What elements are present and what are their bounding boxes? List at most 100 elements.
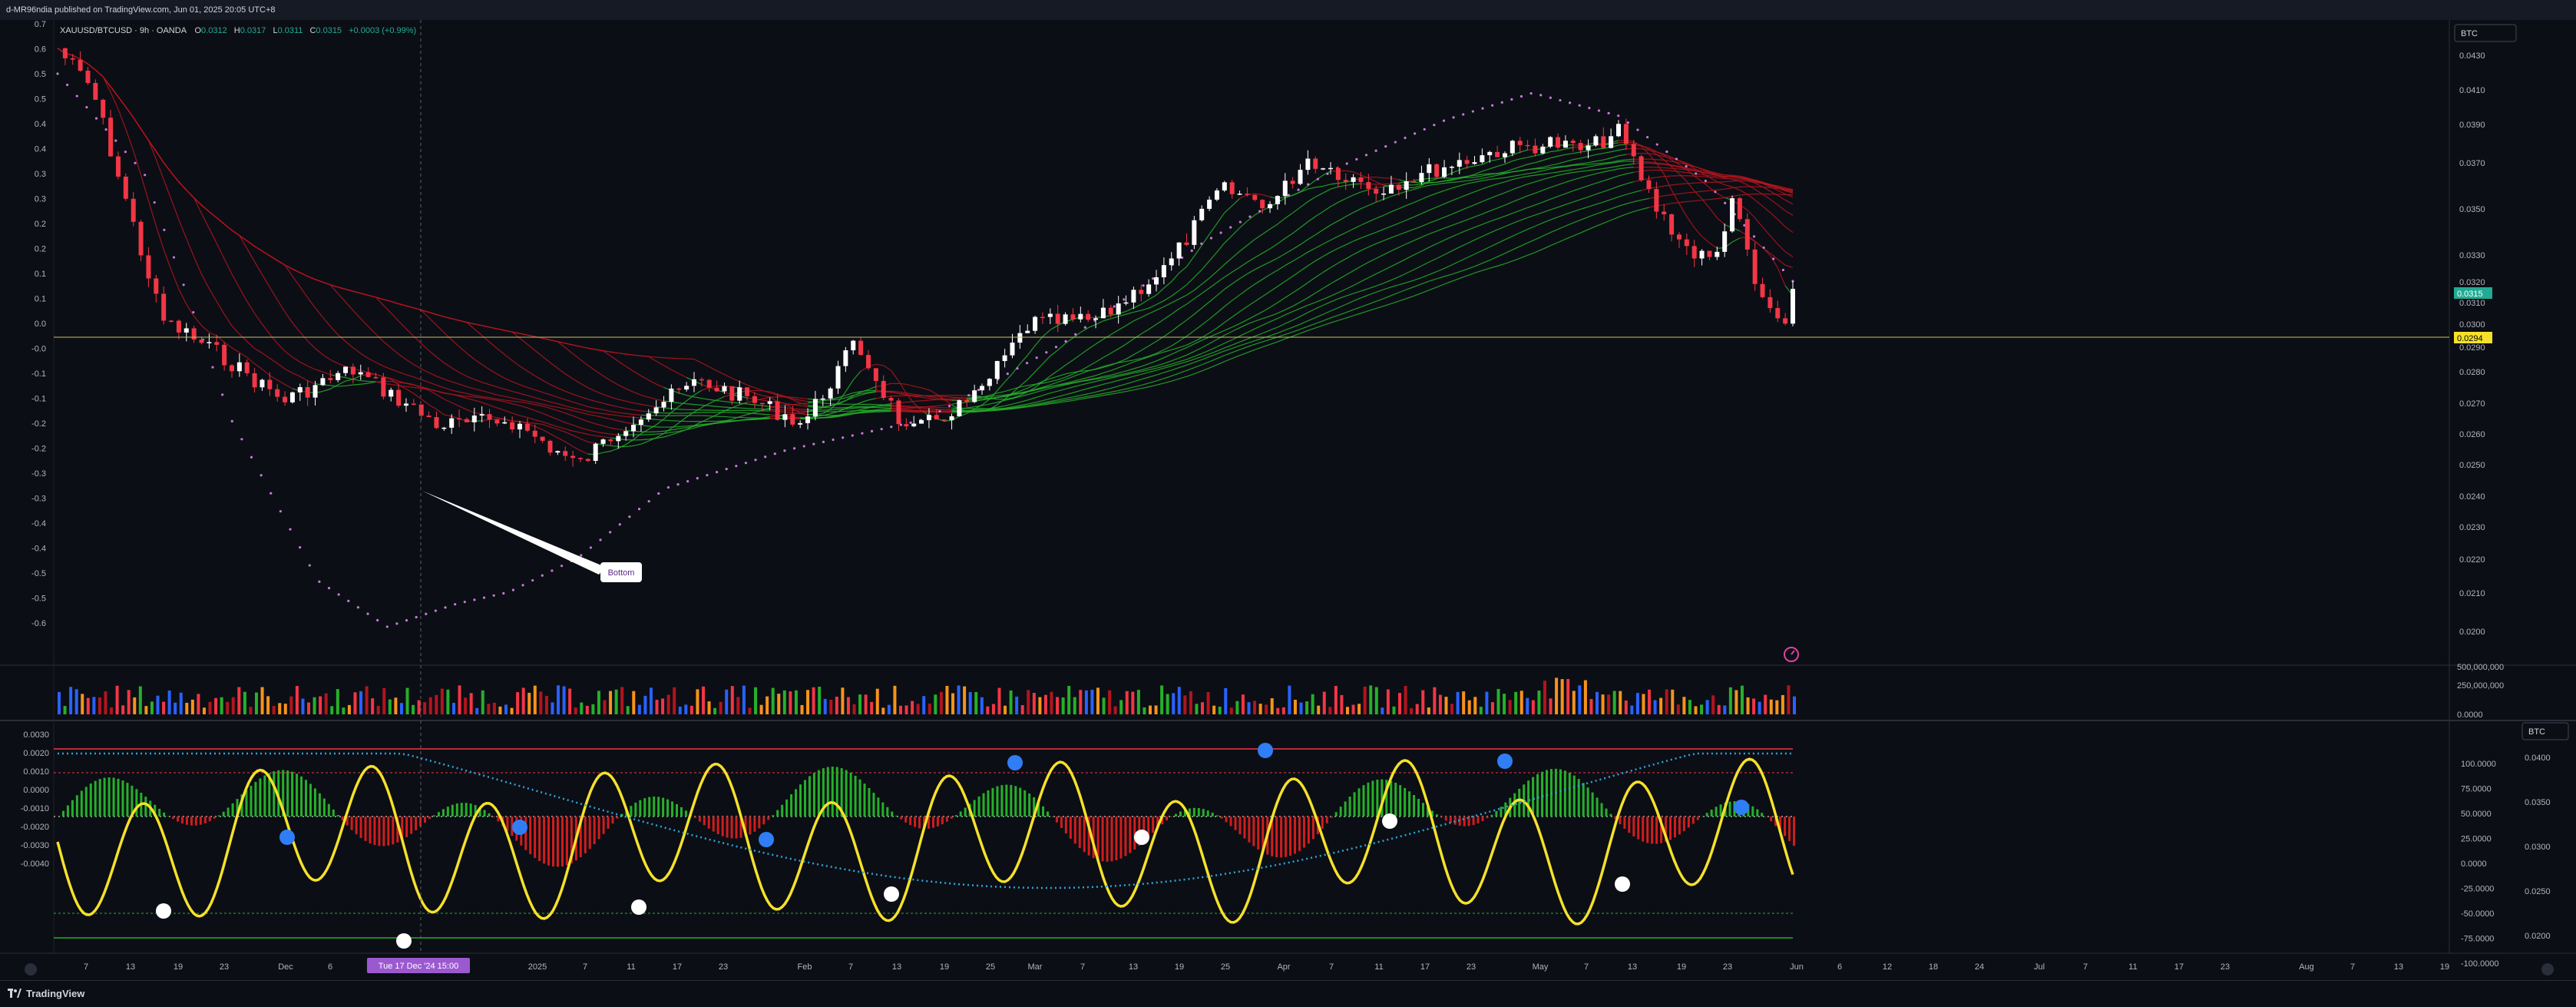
volume-bar	[174, 703, 177, 714]
candle-body	[237, 363, 242, 372]
volume-bar	[1439, 695, 1442, 714]
osc-right-tick2: 0.0300	[2525, 843, 2551, 852]
ribbon-segment	[755, 419, 762, 420]
ribbon-segment	[762, 414, 770, 415]
candle-body	[381, 377, 385, 396]
dotted-ma-point	[309, 564, 311, 566]
volume-bar	[1369, 685, 1372, 714]
osc-histogram-bar	[351, 817, 353, 830]
volume-bar	[1572, 691, 1576, 714]
ribbon-segment	[906, 406, 914, 407]
candle-body	[601, 439, 606, 444]
tradingview-brand[interactable]: TradingView	[8, 988, 84, 999]
annotation-callout[interactable]: Bottom	[600, 562, 642, 582]
osc-histogram-bar	[273, 771, 275, 817]
osc-histogram-bar	[643, 798, 646, 817]
volume-bar	[1044, 695, 1047, 714]
volume-bar	[325, 694, 328, 714]
dotted-ma-point	[1559, 99, 1561, 101]
candle-body	[139, 222, 144, 256]
volume-bar	[1532, 701, 1535, 714]
candle-body	[1601, 136, 1605, 147]
scale-settings-right[interactable]	[2541, 963, 2554, 976]
volume-bar	[127, 690, 131, 714]
tradingview-logo-icon	[8, 989, 21, 998]
osc-histogram-bar	[428, 817, 431, 819]
scale-settings-left[interactable]	[25, 963, 37, 976]
hline-price-label: 0.0294	[2454, 332, 2492, 343]
time-tick-label: 7	[1329, 962, 1334, 972]
osc-histogram-bar	[1463, 817, 1466, 826]
candle-body	[889, 398, 894, 400]
symbol-legend[interactable]: XAUUSD/BTCUSD · 9h · OANDA O0.0312 H0.03…	[60, 26, 416, 35]
dotted-ma-point	[1297, 189, 1299, 191]
osc-histogram-bar	[1655, 817, 1658, 844]
dotted-ma-point	[95, 118, 98, 120]
volume-bar	[1364, 687, 1367, 714]
volume-bar	[1126, 691, 1129, 714]
candle-body	[1275, 196, 1280, 204]
volume-bar	[1555, 677, 1558, 714]
candle-body	[1700, 251, 1705, 259]
osc-histogram-bar	[634, 803, 637, 817]
candle-body	[1646, 181, 1651, 189]
volume-bar	[940, 692, 943, 714]
currency-badge-main[interactable]: BTC	[2455, 25, 2516, 41]
candle-body	[192, 328, 197, 340]
volume-bar	[1050, 692, 1053, 714]
osc-histogram-bar	[589, 817, 591, 849]
osc-histogram-bar	[1119, 817, 1122, 859]
candle-body	[1199, 209, 1204, 220]
osc-histogram-bar	[1367, 783, 1369, 817]
candle-body	[1730, 198, 1734, 231]
osc-histogram-bar	[666, 800, 669, 817]
left-tick-label: 0.5	[35, 95, 46, 104]
currency-badge-oscillator[interactable]: BTC	[2522, 723, 2568, 740]
osc-histogram-bar	[1399, 785, 1401, 817]
osc-histogram-bar	[442, 809, 445, 817]
ribbon-segment	[1672, 168, 1679, 169]
time-tick-label: 23	[220, 962, 229, 972]
ribbon-segment	[641, 439, 649, 440]
osc-histogram-bar	[387, 817, 389, 846]
osc-histogram-bar	[369, 817, 371, 843]
dotted-ma-point	[1152, 277, 1154, 280]
dotted-ma-point	[967, 394, 970, 396]
dotted-ma-point	[881, 428, 883, 430]
volume-bar	[1734, 691, 1738, 714]
left-tick-label: 0.5	[35, 70, 46, 79]
osc-histogram-bar	[832, 767, 834, 817]
dotted-ma-point	[541, 575, 544, 577]
osc-histogram-bar	[918, 817, 921, 828]
svg-text:BTC: BTC	[2528, 727, 2545, 737]
volume-bar	[307, 703, 310, 714]
volume-bar	[1387, 690, 1390, 714]
candle-body	[1063, 314, 1068, 323]
candle-body	[1010, 343, 1014, 356]
osc-histogram-bar	[657, 797, 660, 817]
candle-body	[1480, 155, 1484, 162]
candle-body	[1093, 318, 1098, 320]
osc-histogram-bar	[630, 806, 632, 817]
ribbon-segment	[717, 421, 725, 422]
chart-canvas[interactable]: 0.70.60.50.50.40.40.30.30.20.20.10.10.0-…	[0, 20, 2576, 980]
candle-body	[654, 407, 659, 413]
price-tick-label: 0.0410	[2459, 86, 2485, 95]
candle-body	[805, 416, 810, 423]
ribbon-segment	[1596, 148, 1603, 149]
osc-histogram-bar	[1106, 817, 1109, 862]
volume-bar	[475, 708, 478, 714]
osc-histogram-bar	[653, 797, 655, 817]
ribbon-segment	[853, 408, 861, 409]
osc-histogram-bar	[1569, 773, 1571, 817]
osc-histogram-bar	[1303, 817, 1305, 848]
candle-body	[927, 415, 931, 420]
candle-body	[1707, 251, 1711, 257]
candle-body	[1321, 168, 1325, 170]
volume-bar	[185, 703, 188, 714]
volume-bar	[1775, 701, 1778, 714]
volume-bar	[980, 697, 984, 714]
volume-bar	[702, 687, 705, 714]
ribbon-segment	[1724, 175, 1732, 176]
